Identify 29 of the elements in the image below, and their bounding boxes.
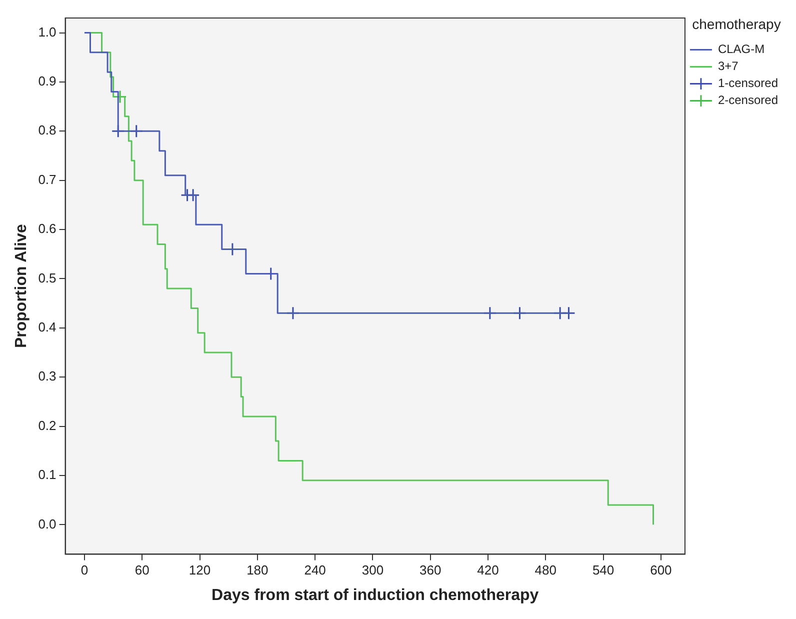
x-tick-label: 120 [188, 562, 211, 578]
x-tick-label: 480 [534, 562, 557, 578]
x-axis-title: Days from start of induction chemotherapy [212, 586, 539, 604]
y-tick-label: 0.8 [38, 122, 56, 138]
x-tick-label: 180 [246, 562, 268, 578]
y-tick-label: 0.4 [38, 319, 56, 334]
x-tick-label: 360 [420, 562, 442, 578]
y-tick-label: 1.0 [38, 24, 56, 40]
legend-label: 2-censored [718, 93, 778, 108]
x-tick-label: 540 [592, 562, 614, 578]
y-tick-label: 0.6 [38, 221, 56, 236]
x-tick-label: 420 [477, 562, 499, 578]
y-axis-title: Proportion Alive [13, 224, 30, 348]
x-tick-label: 600 [650, 562, 672, 578]
y-tick-label: 0.0 [38, 516, 56, 532]
y-tick-label: 0.9 [38, 74, 56, 89]
y-tick-label: 0.5 [38, 270, 56, 286]
x-tick-label: 0 [80, 562, 88, 578]
legend-title: chemotherapy [692, 16, 781, 32]
y-tick-label: 0.1 [38, 467, 56, 482]
legend-label: CLAG-M [718, 42, 765, 56]
y-tick-label: 0.3 [38, 368, 56, 384]
y-tick-label: 0.2 [38, 418, 56, 433]
legend-label: 1-censored [718, 76, 778, 90]
legend-label: 3+7 [718, 59, 739, 74]
x-tick-label: 300 [362, 562, 384, 578]
y-tick-label: 0.7 [38, 172, 56, 187]
x-tick-label: 240 [304, 562, 326, 578]
x-tick-label: 60 [134, 562, 150, 578]
